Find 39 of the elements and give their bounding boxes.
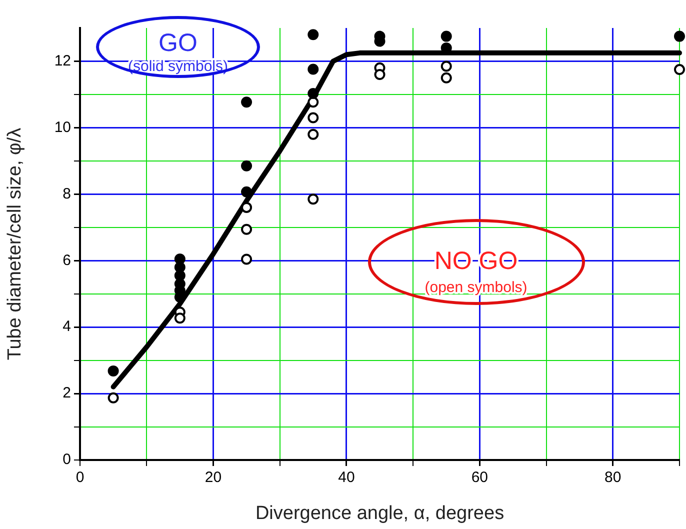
point [440, 60, 452, 72]
y-tick-label: 4 [62, 318, 71, 336]
annotation: GO [158, 28, 198, 57]
point [108, 365, 119, 376]
y-tick-label: 10 [54, 118, 71, 136]
point [308, 128, 319, 140]
point [241, 186, 252, 198]
point [308, 29, 319, 40]
point [308, 88, 319, 99]
point [308, 96, 319, 108]
point [241, 160, 252, 172]
x-tick-label: 0 [76, 469, 84, 486]
point [440, 72, 452, 84]
y-tick-label: 2 [62, 384, 71, 402]
y-tick-label: 8 [62, 185, 71, 202]
x-tick-label: 80 [604, 469, 622, 486]
y-tick-label: 6 [62, 252, 71, 269]
point [174, 312, 186, 324]
point [308, 64, 319, 75]
y-axis-title: Tube diameter/cell size, φ/λ [4, 127, 26, 360]
point [108, 392, 119, 404]
point [374, 69, 386, 80]
point [241, 96, 252, 108]
y-tick-label: 0 [62, 451, 71, 468]
x-tick-label: 40 [338, 469, 355, 486]
point [174, 270, 186, 282]
point [674, 64, 685, 76]
y-tick-label: 12 [54, 52, 71, 70]
point [308, 112, 319, 124]
x-tick-label: 20 [204, 469, 222, 486]
point [241, 224, 252, 235]
point [241, 254, 252, 265]
x-axis-title: Divergence angle, α, degrees [255, 502, 504, 524]
x-tick-label: 60 [471, 469, 488, 486]
point [674, 30, 685, 42]
point [440, 30, 452, 42]
point [241, 202, 252, 213]
point [174, 253, 186, 264]
point [308, 194, 319, 205]
